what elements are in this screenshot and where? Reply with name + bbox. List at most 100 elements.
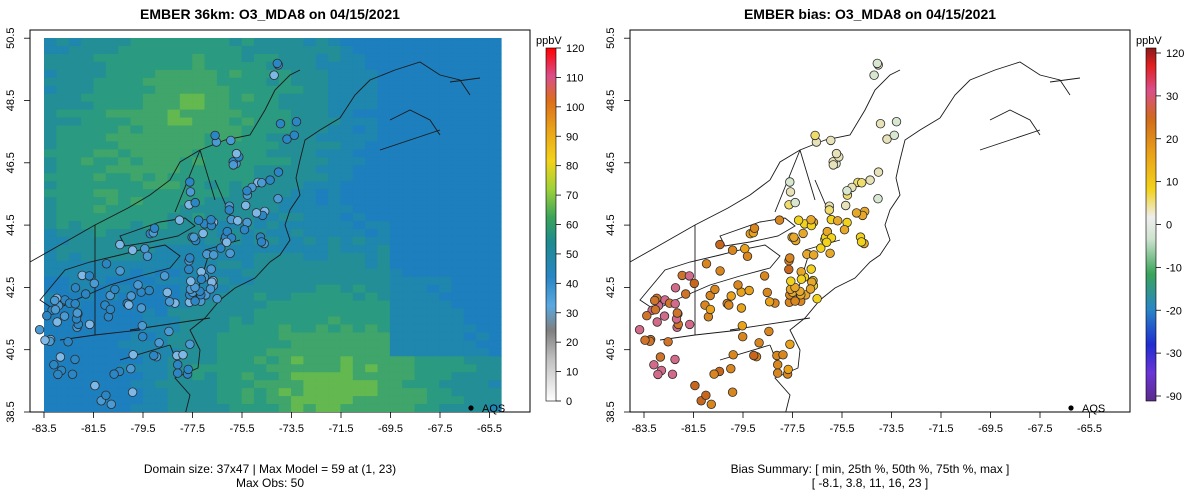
model-grid-cell bbox=[389, 189, 403, 198]
bias-station-point bbox=[856, 237, 867, 247]
model-grid-cell bbox=[451, 276, 465, 286]
model-grid-cell bbox=[155, 85, 169, 95]
model-grid-cell bbox=[155, 197, 169, 206]
model-grid-cell bbox=[439, 252, 453, 262]
model-grid-cell bbox=[229, 173, 243, 182]
model-grid-cell bbox=[488, 213, 502, 222]
model-grid-cell bbox=[488, 268, 502, 278]
model-grid-cell bbox=[451, 260, 465, 270]
model-grid-cell bbox=[105, 125, 119, 135]
model-grid-cell bbox=[426, 396, 440, 405]
model-grid-cell bbox=[389, 77, 403, 87]
model-grid-cell bbox=[241, 308, 255, 318]
model-grid-cell bbox=[439, 85, 453, 95]
model-grid-cell bbox=[315, 53, 329, 63]
model-grid-cell bbox=[105, 189, 119, 198]
model-grid-cell bbox=[352, 85, 366, 95]
model-grid-cell bbox=[216, 117, 230, 127]
model-grid-cell bbox=[377, 388, 391, 397]
model-grid-cell bbox=[303, 324, 317, 334]
model-grid-cell bbox=[463, 380, 477, 389]
model-grid-cell bbox=[451, 45, 465, 55]
model-grid-cell bbox=[328, 236, 342, 246]
model-grid-cell bbox=[68, 236, 82, 246]
model-grid-cell bbox=[155, 316, 169, 326]
model-grid-cell bbox=[56, 125, 70, 135]
model-grid-cell bbox=[167, 165, 181, 174]
model-grid-cell bbox=[266, 244, 280, 254]
model-grid-cell bbox=[402, 85, 416, 95]
model-grid-cell bbox=[451, 404, 465, 412]
model-grid-cell bbox=[216, 300, 230, 310]
model-grid-cell bbox=[389, 61, 403, 71]
model-grid-cell bbox=[426, 228, 440, 238]
model-grid-cell bbox=[229, 125, 243, 135]
model-grid-cell bbox=[303, 101, 317, 111]
model-grid-cell bbox=[155, 292, 169, 302]
model-grid-cell bbox=[426, 45, 440, 55]
model-grid-cell bbox=[340, 109, 354, 119]
model-grid-cell bbox=[56, 244, 70, 254]
model-grid-cell bbox=[56, 38, 70, 47]
model-grid-cell bbox=[303, 181, 317, 190]
model-grid-cell bbox=[291, 141, 304, 151]
model-grid-cell bbox=[463, 324, 477, 334]
model-grid-cell bbox=[303, 228, 317, 238]
model-grid-cell bbox=[377, 165, 391, 174]
model-grid-cell bbox=[278, 308, 292, 318]
model-grid-cell bbox=[44, 404, 57, 412]
bias-station-point bbox=[663, 337, 673, 347]
model-grid-cell bbox=[130, 157, 144, 166]
model-grid-cell bbox=[241, 149, 255, 158]
model-grid-cell bbox=[389, 284, 403, 294]
model-grid-cell bbox=[303, 268, 317, 278]
model-grid-cell bbox=[93, 149, 107, 158]
model-grid-cell bbox=[105, 77, 119, 87]
model-grid-cell bbox=[130, 197, 144, 206]
model-grid-cell bbox=[93, 332, 107, 341]
obs-station-point bbox=[137, 332, 148, 342]
model-grid-cell bbox=[56, 197, 70, 206]
model-grid-cell bbox=[303, 189, 317, 198]
model-grid-cell bbox=[56, 117, 70, 127]
model-grid-cell bbox=[266, 133, 280, 143]
model-grid-cell bbox=[389, 252, 403, 262]
model-grid-cell bbox=[402, 93, 416, 103]
model-grid-cell bbox=[93, 260, 107, 270]
model-grid-cell bbox=[130, 77, 144, 87]
model-grid-cell bbox=[377, 133, 391, 143]
model-grid-cell bbox=[426, 149, 440, 158]
model-grid-cell bbox=[93, 205, 107, 214]
model-grid-cell bbox=[81, 348, 94, 357]
model-grid-cell bbox=[204, 109, 218, 119]
bias-station-point bbox=[774, 215, 785, 225]
model-grid-cell bbox=[365, 93, 379, 103]
model-grid-cell bbox=[241, 396, 255, 405]
model-grid-cell bbox=[93, 101, 107, 111]
colorbar-tick-label: 100 bbox=[566, 102, 584, 114]
model-grid-cell bbox=[352, 268, 366, 278]
model-grid-cell bbox=[253, 189, 267, 198]
model-grid-cell bbox=[93, 85, 107, 95]
model-grid-cell bbox=[192, 101, 206, 111]
model-grid-cell bbox=[68, 77, 82, 87]
model-grid-cell bbox=[266, 93, 280, 103]
model-grid-cell bbox=[340, 284, 354, 294]
bias-station-point bbox=[831, 148, 842, 159]
model-grid-cell bbox=[451, 101, 465, 111]
model-grid-cell bbox=[352, 213, 366, 222]
model-grid-cell bbox=[488, 189, 502, 198]
model-grid-cell bbox=[439, 221, 453, 230]
obs-station-point bbox=[106, 399, 117, 410]
model-grid-cell bbox=[192, 133, 206, 143]
model-grid-cell bbox=[105, 85, 119, 95]
model-grid-cell bbox=[142, 356, 156, 365]
model-grid-cell bbox=[303, 316, 317, 326]
model-grid-cell bbox=[155, 388, 169, 397]
obs-station-point bbox=[101, 390, 111, 401]
model-grid-cell bbox=[451, 364, 465, 373]
model-grid-cell bbox=[266, 308, 280, 318]
model-grid-cell bbox=[340, 189, 354, 198]
model-grid-cell bbox=[93, 53, 107, 63]
model-grid-cell bbox=[389, 181, 403, 190]
